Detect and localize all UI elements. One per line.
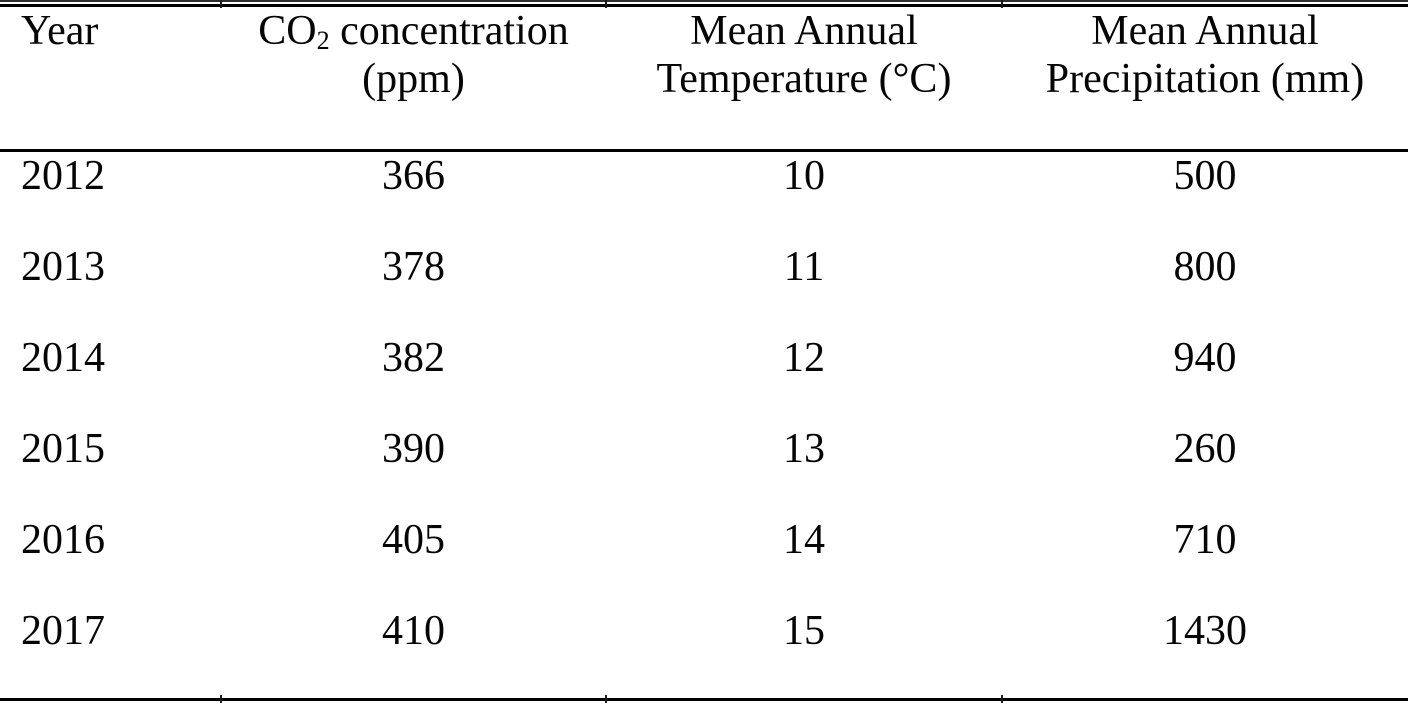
table-row: 2017 410 15 1430: [0, 607, 1408, 700]
col-header-precipitation: Mean Annual Precipitation (mm): [1002, 5, 1408, 152]
header-label: CO: [258, 8, 317, 54]
climate-data-table: Year CO2 concentration (ppm) Mean Annual…: [0, 4, 1408, 701]
column-boundary-tick: [220, 0, 222, 8]
col-header-temperature: Mean Annual Temperature (°C): [606, 5, 1002, 152]
column-boundary-tick: [605, 695, 607, 703]
header-line-2: Precipitation (mm): [1045, 56, 1365, 102]
year-cell: 2012: [21, 153, 105, 199]
co2-cell: 382: [382, 335, 445, 381]
temperature-cell: 11: [783, 244, 825, 290]
co2-cell: 390: [382, 426, 445, 472]
col-header-co2: CO2 concentration (ppm): [221, 5, 606, 152]
col-header-year: Year: [0, 5, 221, 152]
header-label: Year: [21, 8, 99, 54]
table-row: 2016 405 14 710: [0, 516, 1408, 607]
precipitation-cell: 260: [1173, 426, 1237, 472]
precipitation-cell: 500: [1173, 153, 1237, 199]
table-body: 2012 366 10 500 2013 378 11 800 2014 382…: [0, 151, 1408, 700]
table-row: 2015 390 13 260: [0, 425, 1408, 516]
table-header: Year CO2 concentration (ppm) Mean Annual…: [0, 5, 1408, 152]
table-row: 2014 382 12 940: [0, 334, 1408, 425]
year-cell: 2014: [21, 335, 105, 381]
year-cell: 2017: [21, 608, 105, 654]
column-boundary-tick: [1001, 0, 1003, 8]
table-row: 2012 366 10 500: [0, 151, 1408, 244]
temperature-cell: 15: [783, 608, 825, 654]
year-cell: 2016: [21, 517, 105, 563]
precipitation-cell: 710: [1173, 517, 1237, 563]
co2-cell: 410: [382, 608, 445, 654]
header-row: Year CO2 concentration (ppm) Mean Annual…: [0, 5, 1408, 152]
header-line-1: Mean Annual: [690, 8, 918, 54]
table-row: 2013 378 11 800: [0, 243, 1408, 334]
year-cell: 2013: [21, 244, 105, 290]
top-hairline-rule: [0, 0, 1408, 2]
temperature-cell: 13: [783, 426, 825, 472]
column-boundary-tick: [220, 695, 222, 703]
header-line-2: (ppm): [362, 56, 465, 102]
year-cell: 2015: [21, 426, 105, 472]
temperature-cell: 12: [783, 335, 825, 381]
header-line-2: Temperature (°C): [656, 56, 952, 102]
co2-cell: 366: [382, 153, 445, 199]
precipitation-cell: 800: [1173, 244, 1237, 290]
temperature-cell: 10: [783, 153, 825, 199]
precipitation-cell: 940: [1173, 335, 1237, 381]
co2-cell: 405: [382, 517, 445, 563]
co2-cell: 378: [382, 244, 445, 290]
header-label: concentration: [329, 8, 569, 54]
precipitation-cell: 1430: [1163, 608, 1247, 654]
header-line-1: Mean Annual: [1091, 8, 1319, 54]
column-boundary-tick: [1001, 695, 1003, 703]
temperature-cell: 14: [783, 517, 825, 563]
header-line-1: CO2 concentration: [221, 7, 606, 55]
subscript-2: 2: [316, 25, 330, 55]
column-boundary-tick: [605, 0, 607, 8]
